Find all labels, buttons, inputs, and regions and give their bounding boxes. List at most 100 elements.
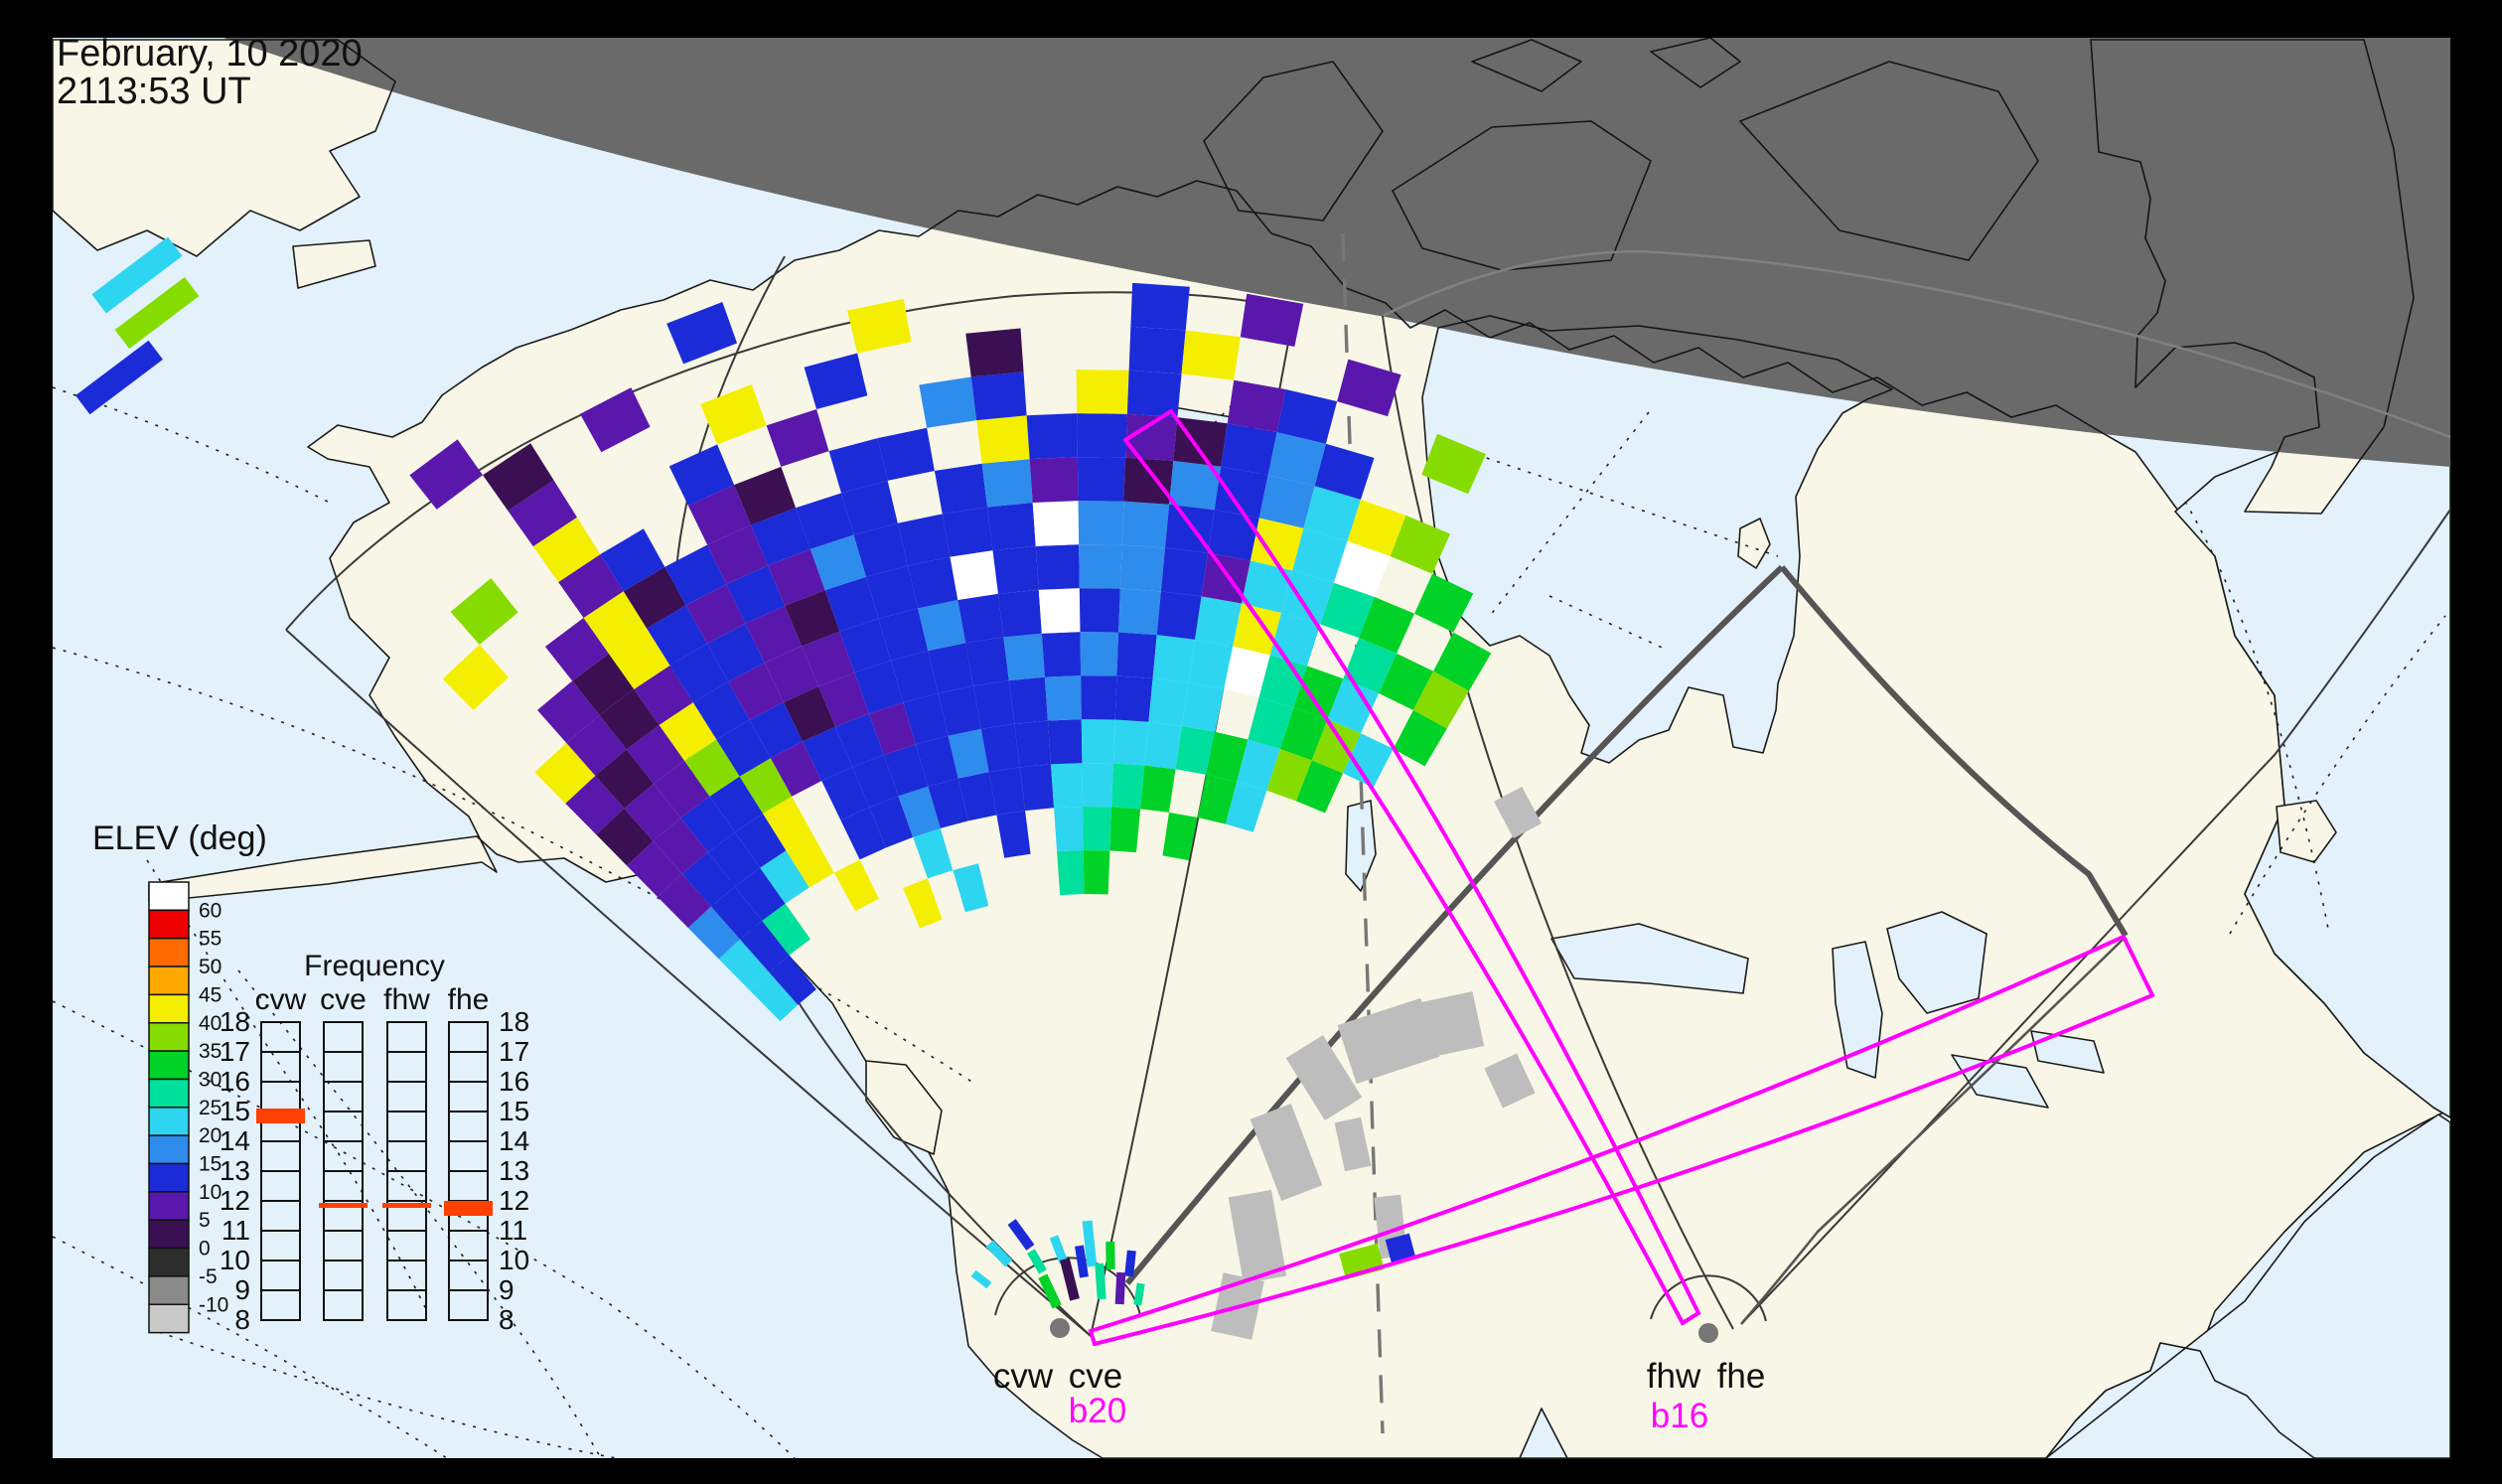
radar-cell	[537, 680, 600, 743]
station-label-fhe: fhe	[1717, 1357, 1766, 1396]
ground-scatter-cell	[1337, 997, 1440, 1085]
colorbar-cell	[148, 1275, 190, 1306]
ground-scatter-cell	[1484, 1053, 1536, 1109]
radar-cell	[764, 646, 819, 702]
radar-cell	[938, 685, 981, 736]
lake-huron	[1886, 911, 1987, 1014]
radar-cell	[707, 524, 769, 585]
radar-cell	[1051, 763, 1084, 809]
radar-cell	[669, 643, 729, 703]
frequency-scale-right: 17	[499, 1036, 529, 1067]
radar-cell	[565, 775, 625, 835]
colorbar-tick-label: 10	[199, 1181, 221, 1204]
radar-cell-detached	[114, 276, 200, 350]
frequency-mark-fhe	[444, 1201, 493, 1216]
radar-cell	[664, 544, 727, 606]
radar-cell	[762, 903, 810, 956]
radar-cell	[1276, 389, 1338, 444]
radar-cell	[1258, 475, 1315, 528]
station-label-cve: cve	[1069, 1357, 1122, 1396]
radar-cell	[835, 713, 884, 768]
radar-cell	[934, 463, 988, 515]
frequency-scale-right: 10	[499, 1245, 529, 1275]
radar-cell	[1008, 676, 1048, 724]
frequency-scale-left: 8	[234, 1304, 250, 1335]
radar-cell	[728, 663, 784, 720]
frequency-scale-right: 12	[499, 1185, 529, 1216]
frequency-column-label-fhw: fhw	[383, 983, 430, 1016]
radar-cell	[783, 686, 836, 742]
colorbar-tick-label: 20	[199, 1124, 221, 1147]
detached-radar-cells	[75, 236, 1416, 1280]
radar-cell	[749, 701, 804, 759]
radar-cell	[996, 811, 1031, 858]
radar-cell	[558, 554, 624, 619]
atlantic-southeast	[2045, 1113, 2451, 1459]
radar-cell	[442, 644, 509, 710]
frequency-scale-left: 16	[220, 1066, 250, 1097]
radar-cell	[634, 665, 693, 725]
frequency-mark-cvw	[256, 1109, 305, 1123]
radar-cell	[595, 749, 655, 809]
frequency-scale-left: 18	[220, 1006, 250, 1037]
radar-cell	[1044, 675, 1082, 721]
radar-cell	[1293, 666, 1344, 720]
radar-cell	[965, 637, 1009, 686]
radar-cell	[1359, 597, 1415, 654]
radar-cell	[1393, 709, 1447, 767]
radar-cell	[869, 796, 914, 848]
colorbar-cell	[148, 965, 190, 996]
beam-label-b20: b20	[1069, 1392, 1126, 1430]
near-range-cell	[1007, 1219, 1035, 1251]
radar-cell	[739, 921, 790, 972]
colorbar-tick-label: 30	[199, 1068, 221, 1091]
st-lawrence-island	[292, 239, 376, 289]
radar-cell	[1003, 633, 1045, 681]
radar-cell	[763, 796, 813, 851]
terminator-shading	[223, 38, 2450, 467]
colorbar-tick-label: 15	[199, 1153, 221, 1176]
radar-cell	[1119, 544, 1166, 592]
radar-cell	[1379, 653, 1434, 710]
radar-cell	[1327, 678, 1380, 734]
frequency-column-label-fhe: fhe	[448, 983, 490, 1016]
colorbar-tick-label: 40	[199, 1012, 221, 1035]
radar-cell	[1175, 725, 1216, 775]
near-range-cell	[970, 1269, 992, 1289]
radar-cell	[970, 371, 1027, 421]
radar-cell	[1214, 466, 1268, 519]
southampton-island	[1737, 518, 1771, 569]
radar-cell	[821, 767, 870, 820]
radar-cell	[1082, 763, 1113, 808]
radar-cell	[1019, 764, 1055, 812]
radar-cell	[928, 778, 968, 828]
radar-cell	[1047, 719, 1083, 765]
radar-cell	[907, 556, 958, 609]
radar-cell	[1221, 423, 1277, 476]
radar-cell	[687, 485, 752, 545]
radar-cell	[1206, 731, 1249, 783]
colorbar-tick-label: 35	[199, 1040, 221, 1063]
radar-cell	[942, 507, 993, 557]
colorbar-cell	[148, 909, 190, 940]
radar-cell	[1227, 379, 1286, 433]
radar-cell	[1250, 518, 1304, 571]
radar-cell	[599, 688, 660, 750]
radar-cell	[1421, 433, 1487, 495]
colorbar-cell	[148, 1050, 190, 1081]
radar-cell	[745, 605, 803, 664]
radar-cell	[1248, 696, 1294, 750]
radar-cell	[706, 623, 765, 682]
ground-scatter-cell	[1250, 1104, 1323, 1201]
radar-cell	[692, 681, 750, 740]
radar-cell	[1029, 457, 1079, 504]
radar-cell	[1303, 486, 1362, 541]
colorbar-tick-label: 50	[199, 956, 221, 978]
colorbar-cell	[148, 1078, 190, 1109]
radar-cell	[1337, 359, 1401, 417]
radar-cell	[840, 807, 887, 860]
radar-cell	[1054, 807, 1084, 852]
radar-cell	[623, 566, 686, 629]
radar-cell	[1081, 675, 1117, 720]
